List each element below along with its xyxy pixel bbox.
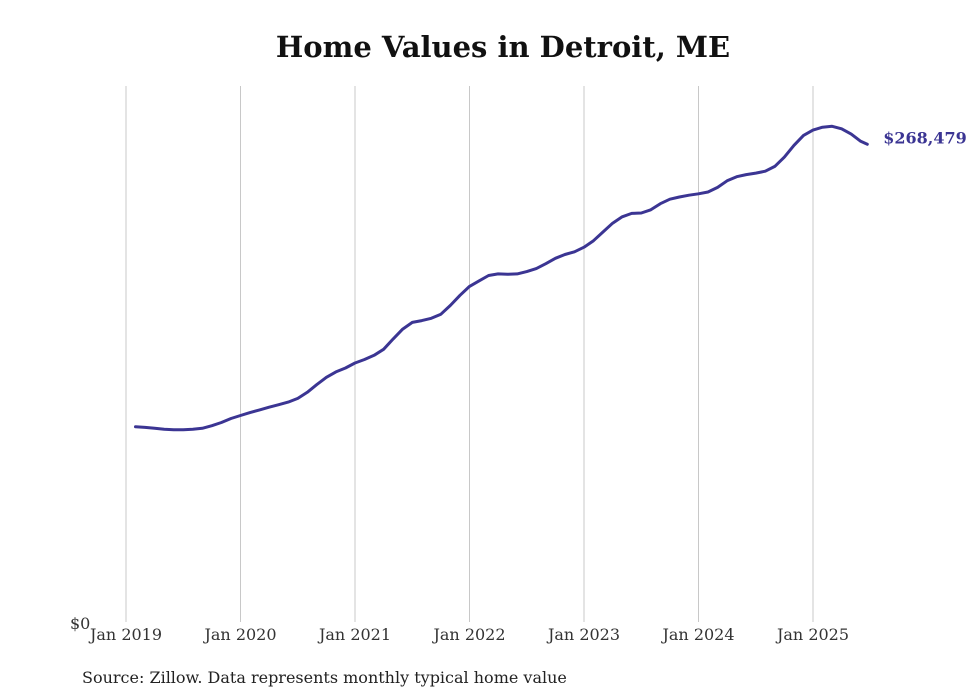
y-tick-label-0: $0	[70, 614, 90, 633]
x-tick-label-2: Jan 2021	[317, 625, 391, 644]
x-tick-label-5: Jan 2024	[660, 625, 734, 644]
series-group: $268,479	[134, 124, 967, 432]
x-tick-label-6: Jan 2025	[775, 625, 849, 644]
line-chart: Jan 2019 Jan 2020 Jan 2021 Jan 2022 Jan 2023…	[70, 86, 967, 644]
x-tick-label-4: Jan 2023	[546, 625, 620, 644]
x-tick-label-3: Jan 2022	[431, 625, 505, 644]
x-tick-label-0: Jan 2019	[88, 625, 162, 644]
x-gridlines	[125, 86, 814, 622]
source-note: Source: Zillow. Data represents monthly …	[82, 668, 567, 687]
series-end-label-0: $268,479	[883, 128, 967, 147]
series-line-0	[134, 124, 869, 432]
x-axis-ticks: Jan 2019 Jan 2020 Jan 2021 Jan 2022 Jan 2023…	[88, 625, 849, 644]
chart-title: Home Values in Detroit, ME	[275, 30, 731, 64]
x-tick-label-1: Jan 2020	[202, 625, 276, 644]
